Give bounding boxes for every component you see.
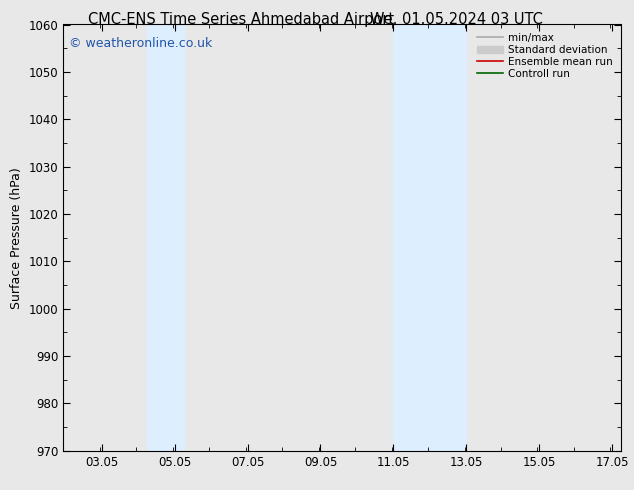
Bar — [147, 24, 184, 451]
Text: CMC-ENS Time Series Ahmedabad Airport: CMC-ENS Time Series Ahmedabad Airport — [88, 12, 394, 27]
Text: © weatheronline.co.uk: © weatheronline.co.uk — [69, 37, 212, 50]
Text: We. 01.05.2024 03 UTC: We. 01.05.2024 03 UTC — [370, 12, 543, 27]
Bar — [394, 24, 467, 451]
Y-axis label: Surface Pressure (hPa): Surface Pressure (hPa) — [10, 167, 23, 309]
Legend: min/max, Standard deviation, Ensemble mean run, Controll run: min/max, Standard deviation, Ensemble me… — [474, 30, 616, 82]
